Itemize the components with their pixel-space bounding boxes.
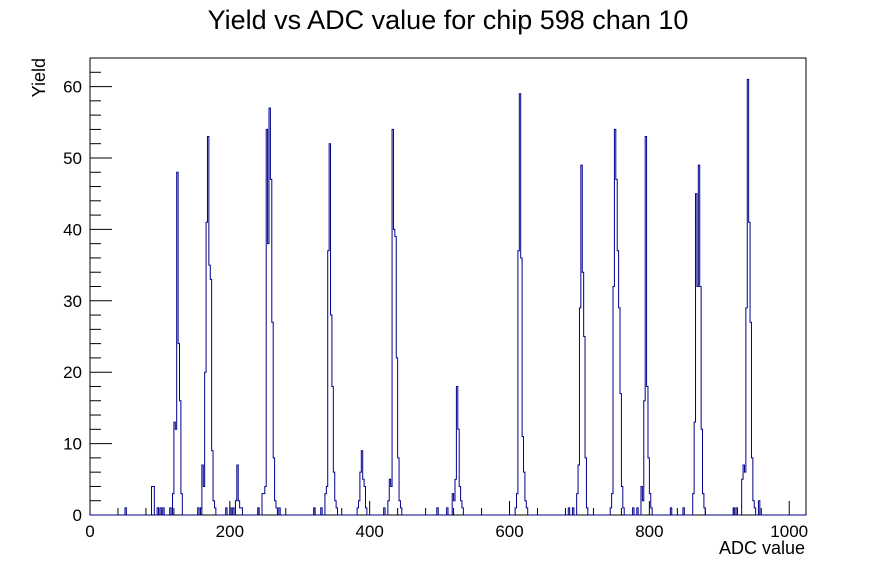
x-tick-label: 200 — [216, 522, 244, 541]
y-tick-label: 10 — [63, 435, 82, 454]
y-tick-label: 50 — [63, 149, 82, 168]
y-tick-label: 40 — [63, 220, 82, 239]
x-tick-label: 400 — [356, 522, 384, 541]
y-axis: 0 10 20 30 40 50 60 — [63, 57, 112, 525]
x-tick-label: 800 — [635, 522, 663, 541]
y-tick-label: 60 — [63, 78, 82, 97]
y-axis-label: Yield — [29, 58, 49, 97]
histogram-series — [90, 78, 806, 516]
x-tick-label: 1000 — [770, 522, 808, 541]
chart-title: Yield vs ADC value for chip 598 chan 10 — [208, 5, 689, 35]
y-tick-label: 30 — [63, 292, 82, 311]
x-axis-label: ADC value — [719, 538, 805, 558]
x-tick-label: 0 — [85, 522, 94, 541]
y-tick-label: 20 — [63, 363, 82, 382]
x-axis: 0 200 400 600 800 1000 — [85, 501, 808, 541]
x-tick-label: 600 — [495, 522, 523, 541]
y-tick-label: 0 — [73, 506, 82, 525]
